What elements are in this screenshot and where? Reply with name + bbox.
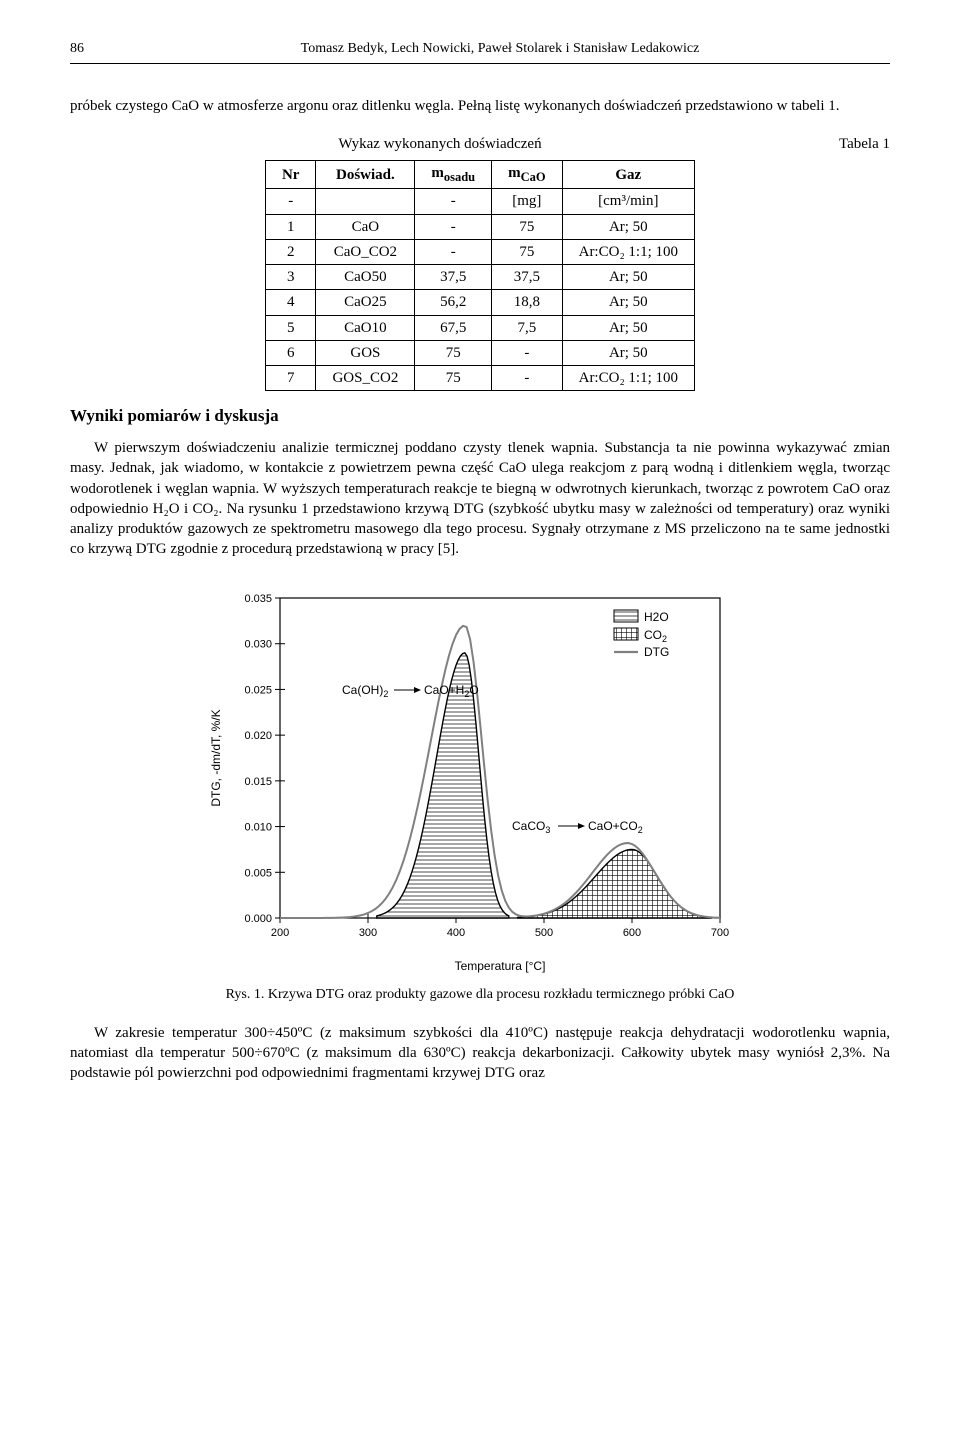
legend-dtg: DTG xyxy=(644,645,669,659)
table-row: 6GOS75-Ar; 50 xyxy=(265,340,694,365)
table-number: Tabela 1 xyxy=(810,134,890,154)
svg-text:CaCO3: CaCO3 xyxy=(512,819,550,835)
section-heading: Wyniki pomiarów i dyskusja xyxy=(70,405,890,428)
svg-text:CaO+CO2: CaO+CO2 xyxy=(588,819,643,835)
paragraph-3: W zakresie temperatur 300÷450ºC (z maksi… xyxy=(70,1023,890,1084)
svg-text:0.035: 0.035 xyxy=(244,593,272,605)
header-authors: Tomasz Bedyk, Lech Nowicki, Paweł Stolar… xyxy=(110,40,890,59)
page-header: 86 Tomasz Bedyk, Lech Nowicki, Paweł Sto… xyxy=(70,40,890,59)
y-axis-label: DTG, -dm/dT, %/K xyxy=(209,709,223,806)
table-row: 5CaO1067,57,5Ar; 50 xyxy=(265,315,694,340)
table-row: 1CaO-75Ar; 50 xyxy=(265,214,694,239)
figure-1-caption: Rys. 1. Krzywa DTG oraz produkty gazowe … xyxy=(70,986,890,1005)
svg-text:0.025: 0.025 xyxy=(244,684,272,696)
table-row: 4CaO2556,218,8Ar; 50 xyxy=(265,290,694,315)
col-nr: Nr xyxy=(265,161,316,189)
col-gaz: Gaz xyxy=(562,161,694,189)
col-mcao: mCaO xyxy=(492,161,563,189)
svg-text:200: 200 xyxy=(271,927,289,939)
dtg-chart: 0.000 0.005 0.010 0.015 0.020 0.025 0.030 0.035… xyxy=(200,578,760,978)
figure-1: 0.000 0.005 0.010 0.015 0.020 0.025 0.030 0.035… xyxy=(200,578,760,978)
y-ticks: 0.000 0.005 0.010 0.015 0.020 0.025 0.030 0.035 xyxy=(244,593,285,925)
svg-text:500: 500 xyxy=(535,927,553,939)
table-unit-row: - - [mg] [cm³/min] xyxy=(265,189,694,214)
svg-text:0.030: 0.030 xyxy=(244,638,272,650)
experiments-table: Nr Doświad. mosadu mCaO Gaz - - [mg] [cm… xyxy=(265,160,695,391)
svg-text:0.000: 0.000 xyxy=(244,913,272,925)
svg-text:0.015: 0.015 xyxy=(244,776,272,788)
svg-text:0.020: 0.020 xyxy=(244,730,272,742)
svg-text:Ca(OH)2: Ca(OH)2 xyxy=(342,683,388,699)
svg-text:300: 300 xyxy=(359,927,377,939)
page-number: 86 xyxy=(70,40,110,59)
svg-text:0.010: 0.010 xyxy=(244,821,272,833)
table-caption-row: Wykaz wykonanych doświadczeń Tabela 1 xyxy=(70,134,890,154)
paragraph-1: próbek czystego CaO w atmosferze argonu … xyxy=(70,96,890,116)
svg-text:0.005: 0.005 xyxy=(244,867,272,879)
col-mosadu: mosadu xyxy=(415,161,492,189)
legend-h2o: H2O xyxy=(644,610,669,624)
svg-text:400: 400 xyxy=(447,927,465,939)
x-axis-label: Temperatura [°C] xyxy=(455,959,546,973)
table-header-row: Nr Doświad. mosadu mCaO Gaz xyxy=(265,161,694,189)
table-row: 7GOS_CO275-Ar:CO₂ 1:1; 100 xyxy=(265,366,694,391)
table-caption: Wykaz wykonanych doświadczeń xyxy=(70,134,810,154)
header-rule xyxy=(70,63,890,64)
svg-text:600: 600 xyxy=(623,927,641,939)
svg-text:CaO+H2O: CaO+H2O xyxy=(424,683,479,699)
table-row: 3CaO5037,537,5Ar; 50 xyxy=(265,265,694,290)
col-doswiad: Doświad. xyxy=(316,161,415,189)
paragraph-2: W pierwszym doświadczeniu analizie termi… xyxy=(70,438,890,560)
table-row: 2CaO_CO2-75Ar:CO₂ 1:1; 100 xyxy=(265,239,694,264)
svg-text:700: 700 xyxy=(711,927,729,939)
